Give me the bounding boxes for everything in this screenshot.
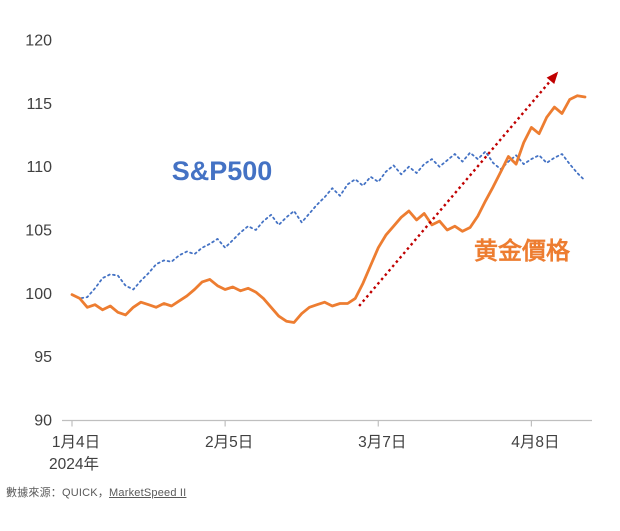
y-axis-tick-label: 90: [34, 413, 52, 430]
x-axis-tick-label: 1月4日: [52, 434, 100, 451]
y-axis-tick-label: 105: [25, 223, 52, 240]
source-link[interactable]: MarketSpeed II: [109, 487, 187, 499]
trend-arrow-head: [546, 71, 559, 85]
y-axis-tick-label: 95: [34, 349, 52, 366]
source-note: 數據來源：QUICK，MarketSpeed II: [6, 484, 186, 500]
x-axis-tick-label: 2月5日: [205, 434, 253, 451]
sp500-series-label: S&P500: [172, 156, 273, 186]
y-axis-tick-label: 100: [25, 286, 52, 303]
gold-series-label: 黄金價格: [474, 237, 571, 265]
gold-line: [70, 94, 587, 324]
source-prefix: 數據來源：QUICK，: [6, 487, 110, 499]
y-axis-tick-label: 120: [25, 33, 52, 50]
y-axis-tick-label: 115: [26, 96, 52, 113]
x-axis-tick-label: 4月8日: [511, 434, 559, 451]
sp500-line: [71, 150, 586, 300]
x-axis-tick-label: 3月7日: [358, 434, 406, 451]
y-axis-tick-label: 110: [26, 159, 52, 176]
x-axis-year-label: 2024年: [49, 455, 99, 473]
trend-arrow-line: [358, 70, 560, 307]
